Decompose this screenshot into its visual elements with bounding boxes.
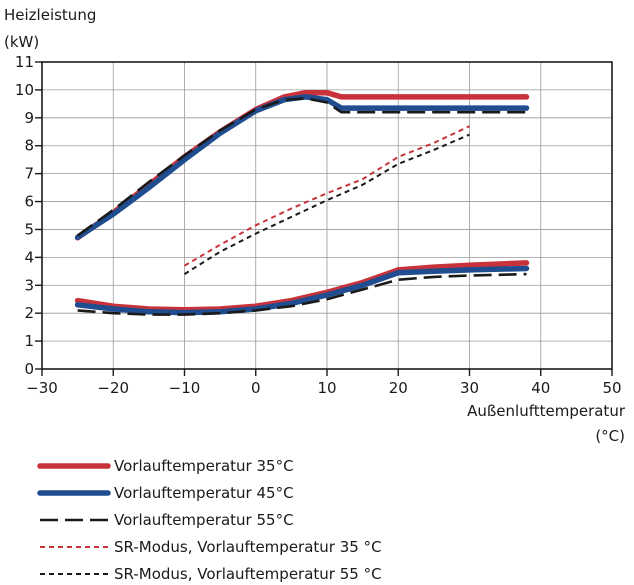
series-5-line-1: [183, 133, 470, 275]
y-tick-label: 11: [15, 53, 34, 71]
y-tick-label: 5: [24, 220, 34, 238]
axis-ticks: −30 −20 −10 0 10 20 30 40 50 0 1 2 3 4 5 6 7 8 9 10 11: [15, 53, 622, 397]
y-tick-label: 10: [15, 81, 34, 99]
x-tick-label: 0: [251, 379, 261, 397]
series-2-line-1: [74, 94, 530, 241]
legend-label-4: SR-Modus, Vorlauftemperatur 35 °C: [114, 538, 382, 556]
series-3-line-1: [76, 97, 527, 237]
x-tick-label: 20: [389, 379, 408, 397]
legend-label-3: Vorlauftemperatur 55°C: [114, 511, 294, 529]
series-2-line-2: [74, 265, 530, 316]
series-layer: [74, 89, 530, 316]
y-axis-title-line1: Heizleistung: [4, 6, 96, 24]
series-1-line-1: [74, 89, 530, 241]
y-tick-label: 6: [24, 193, 34, 211]
y-tick-label: 0: [24, 360, 34, 378]
x-tick-label: 50: [602, 379, 621, 397]
x-tick-label: −30: [26, 379, 58, 397]
y-tick-label: 4: [24, 248, 34, 266]
legend-label-2: Vorlauftemperatur 45°C: [114, 484, 294, 502]
y-axis-title-line2: (kW): [4, 33, 39, 51]
legend-label-5: SR-Modus, Vorlauftemperatur 55 °C: [114, 565, 382, 583]
series-3-line-2: [77, 272, 527, 316]
legend-label-1: Vorlauftemperatur 35°C: [114, 457, 294, 475]
x-axis-title-line2: (°C): [595, 427, 625, 445]
x-axis-title-line1: Außenlufttemperatur: [467, 402, 626, 420]
x-tick-label: 30: [460, 379, 479, 397]
x-tick-label: −20: [97, 379, 129, 397]
series-4-line-1: [183, 125, 470, 267]
x-tick-label: −10: [169, 379, 201, 397]
y-tick-label: 9: [24, 109, 34, 127]
y-tick-label: 1: [24, 332, 34, 350]
legend: Vorlauftemperatur 35°C Vorlauftemperatur …: [37, 457, 382, 583]
y-tick-label: 3: [24, 276, 34, 294]
y-tick-label: 2: [24, 304, 34, 322]
y-tick-label: 8: [24, 137, 34, 155]
x-tick-label: 40: [531, 379, 550, 397]
x-tick-label: 10: [317, 379, 336, 397]
y-tick-label: 7: [24, 165, 34, 183]
